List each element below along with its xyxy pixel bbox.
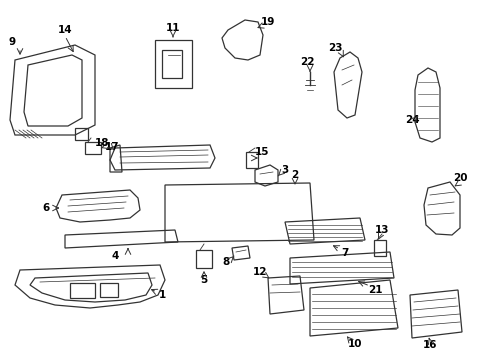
- Text: 13: 13: [374, 225, 388, 235]
- Bar: [373, 240, 385, 256]
- Bar: [70, 283, 95, 298]
- Text: 4: 4: [111, 251, 119, 261]
- Text: 24: 24: [404, 115, 418, 125]
- Text: 16: 16: [422, 340, 436, 350]
- Bar: [196, 250, 212, 268]
- Text: 14: 14: [58, 25, 72, 35]
- Text: 21: 21: [367, 285, 382, 295]
- Bar: [85, 142, 101, 154]
- Text: 10: 10: [347, 339, 362, 349]
- Text: 17: 17: [104, 142, 119, 152]
- Text: 12: 12: [252, 267, 267, 277]
- Text: 20: 20: [452, 173, 467, 183]
- Text: 9: 9: [8, 37, 16, 47]
- Text: 11: 11: [165, 23, 180, 33]
- Text: 2: 2: [291, 170, 298, 180]
- Text: 19: 19: [260, 17, 275, 27]
- Text: 18: 18: [95, 138, 109, 148]
- Text: 1: 1: [158, 290, 165, 300]
- Bar: [162, 50, 182, 78]
- Text: 6: 6: [42, 203, 49, 213]
- Text: 7: 7: [341, 248, 348, 258]
- Text: 22: 22: [299, 57, 314, 67]
- Text: 15: 15: [254, 147, 269, 157]
- Bar: [100, 283, 118, 297]
- Text: 8: 8: [222, 257, 229, 267]
- Bar: [245, 152, 258, 168]
- Text: 23: 23: [327, 43, 342, 53]
- Text: 3: 3: [281, 165, 288, 175]
- Text: 5: 5: [200, 275, 207, 285]
